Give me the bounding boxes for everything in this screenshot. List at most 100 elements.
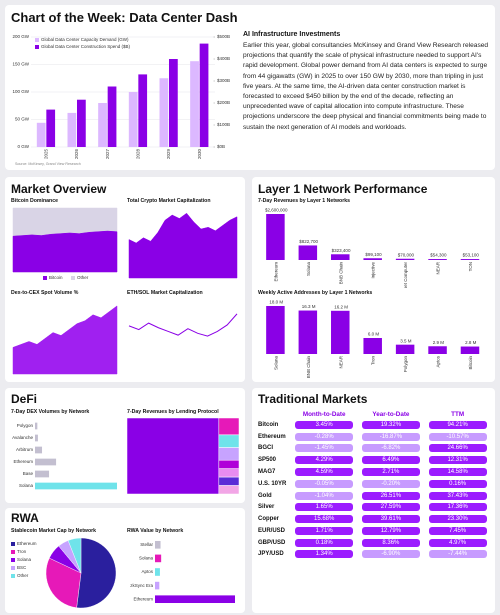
row-label: U.S. 10YR	[258, 480, 287, 487]
value-pill: 4.59%	[295, 468, 354, 477]
bar	[428, 346, 447, 354]
value-cell: 39.61%	[358, 513, 425, 525]
x-tick-label: 2027	[105, 149, 110, 160]
bar	[35, 434, 38, 442]
bar	[155, 595, 235, 604]
article-heading: AI Infrastructure Investments	[243, 31, 341, 38]
area	[128, 212, 238, 279]
value-pill: 0.16%	[428, 479, 487, 488]
section-card: DeFi 7-Day DEX Volumes by Network Polygo…	[5, 388, 245, 503]
x-tick-label: 2025	[44, 149, 49, 160]
value-pill: 37.43%	[428, 491, 487, 500]
value-pill: 1.34%	[295, 550, 354, 559]
section-title: Market Overview	[11, 182, 107, 196]
table-row: Ethereum -0.28% -16.87% -10.57%	[256, 431, 491, 443]
page-title: Chart of the Week: Data Center Dash	[11, 10, 238, 25]
bar	[155, 568, 160, 576]
value-label: 2.9 M	[433, 340, 445, 345]
value-label: $70,000	[398, 252, 415, 257]
value-cell: 0.16%	[424, 478, 491, 490]
section-card: Layer 1 Network Performance 7-Day Revenu…	[252, 177, 495, 382]
area	[12, 305, 118, 375]
value-pill: 14.58%	[428, 468, 487, 477]
x-tick-label: BNB Chain	[338, 262, 343, 285]
bar	[395, 258, 415, 260]
value-label: 6.0 M	[368, 332, 380, 337]
bar	[35, 458, 57, 466]
chart: 0 GW 50 GW 100 GW 150 GW 200 GW $0B $100B $200B…	[12, 34, 230, 160]
value-cell: -0.20%	[358, 478, 425, 490]
bar	[331, 310, 350, 354]
value-cell: -1.45%	[291, 443, 358, 455]
pie-slice	[76, 537, 117, 609]
category-label: Base	[23, 471, 34, 476]
section-title: RWA	[11, 511, 39, 525]
x-tick-label: Injective	[371, 262, 376, 279]
feature-card: Chart of the Week: Data Center Dash 0 GW…	[5, 5, 495, 170]
x-tick-label: Solana	[273, 356, 278, 371]
value-cell: 24.66%	[424, 443, 491, 455]
treemap-cell	[218, 485, 239, 494]
bar	[298, 245, 318, 260]
bar	[128, 92, 138, 147]
x-tick-label: NEAR	[436, 261, 441, 274]
bar	[159, 78, 169, 147]
bar	[169, 59, 178, 147]
treemap-cell	[218, 418, 239, 436]
value-cell: 23.30%	[424, 513, 491, 525]
value-pill: 6.49%	[361, 456, 420, 465]
value-cell: 2.71%	[358, 466, 425, 478]
value-pill: -6.90%	[361, 550, 420, 559]
treemap-cell	[218, 459, 239, 469]
treemap-cell	[218, 476, 239, 486]
value-pill: -1.04%	[295, 491, 354, 500]
row-label: GBP/USD	[258, 539, 286, 546]
value-label: 16.3 M	[302, 304, 316, 309]
value-label: $99,100	[365, 252, 382, 257]
section-title: DeFi	[11, 392, 38, 406]
chart: Stellar Solana Aptos zkSync Era Ethereum	[130, 540, 235, 604]
value-cell: -1.04%	[291, 490, 358, 502]
value-pill: 8.36%	[361, 538, 420, 547]
table-row: Gold -1.04% 26.51% 37.43%	[256, 490, 491, 502]
bar	[77, 99, 86, 147]
value-label: $2,600,000	[265, 208, 288, 213]
bar	[460, 259, 480, 260]
value-pill: -0.28%	[295, 432, 354, 441]
bar	[35, 422, 38, 430]
value-label: 16.2 M	[334, 304, 348, 309]
bar	[199, 43, 209, 147]
value-cell: 12.79%	[358, 525, 425, 537]
row-label: SP500	[258, 457, 277, 464]
value-pill: 17.36%	[428, 503, 487, 512]
x-tick-label: 2028	[136, 149, 141, 160]
chart	[127, 418, 239, 494]
header-row: Month-to-Date Year-to-Date TTM	[256, 410, 491, 419]
value-label: 2.8 M	[465, 340, 477, 345]
chart-title: Weekly Active Addresses by Layer 1 Netwo…	[258, 290, 373, 296]
legend-swatch	[35, 45, 39, 49]
chart	[128, 313, 238, 337]
value-pill: 3.45%	[295, 420, 354, 429]
value-cell: 27.59%	[358, 501, 425, 513]
value-pill: 39.61%	[361, 515, 420, 524]
treemap-cell	[218, 468, 239, 478]
legend-swatch	[11, 558, 15, 562]
bar	[46, 109, 56, 147]
chart: Ethereum Tron Solana BSC Other	[11, 537, 117, 609]
row-label: Ethereum	[258, 433, 286, 440]
x-tick-label: BNB Chain	[306, 356, 311, 379]
value-pill: 12.79%	[361, 526, 420, 535]
legend-label: Global Data Center Construction Spend ($…	[41, 44, 131, 49]
chart-title: Stablecoin Market Cap by Network	[11, 528, 97, 534]
y-tick-label: 50 GW	[15, 117, 30, 122]
row-label: EUR/USD	[258, 527, 286, 534]
treemap-cell	[218, 434, 239, 448]
table-row: EUR/USD 1.71% 12.79% 7.45%	[256, 525, 491, 537]
chart-title: Bitcoin Dominance	[11, 198, 58, 204]
column-header: TTM	[451, 411, 465, 418]
value-pill: 4.29%	[295, 456, 354, 465]
bar	[155, 581, 160, 590]
value-cell: 4.29%	[291, 454, 358, 466]
bar	[138, 74, 148, 147]
